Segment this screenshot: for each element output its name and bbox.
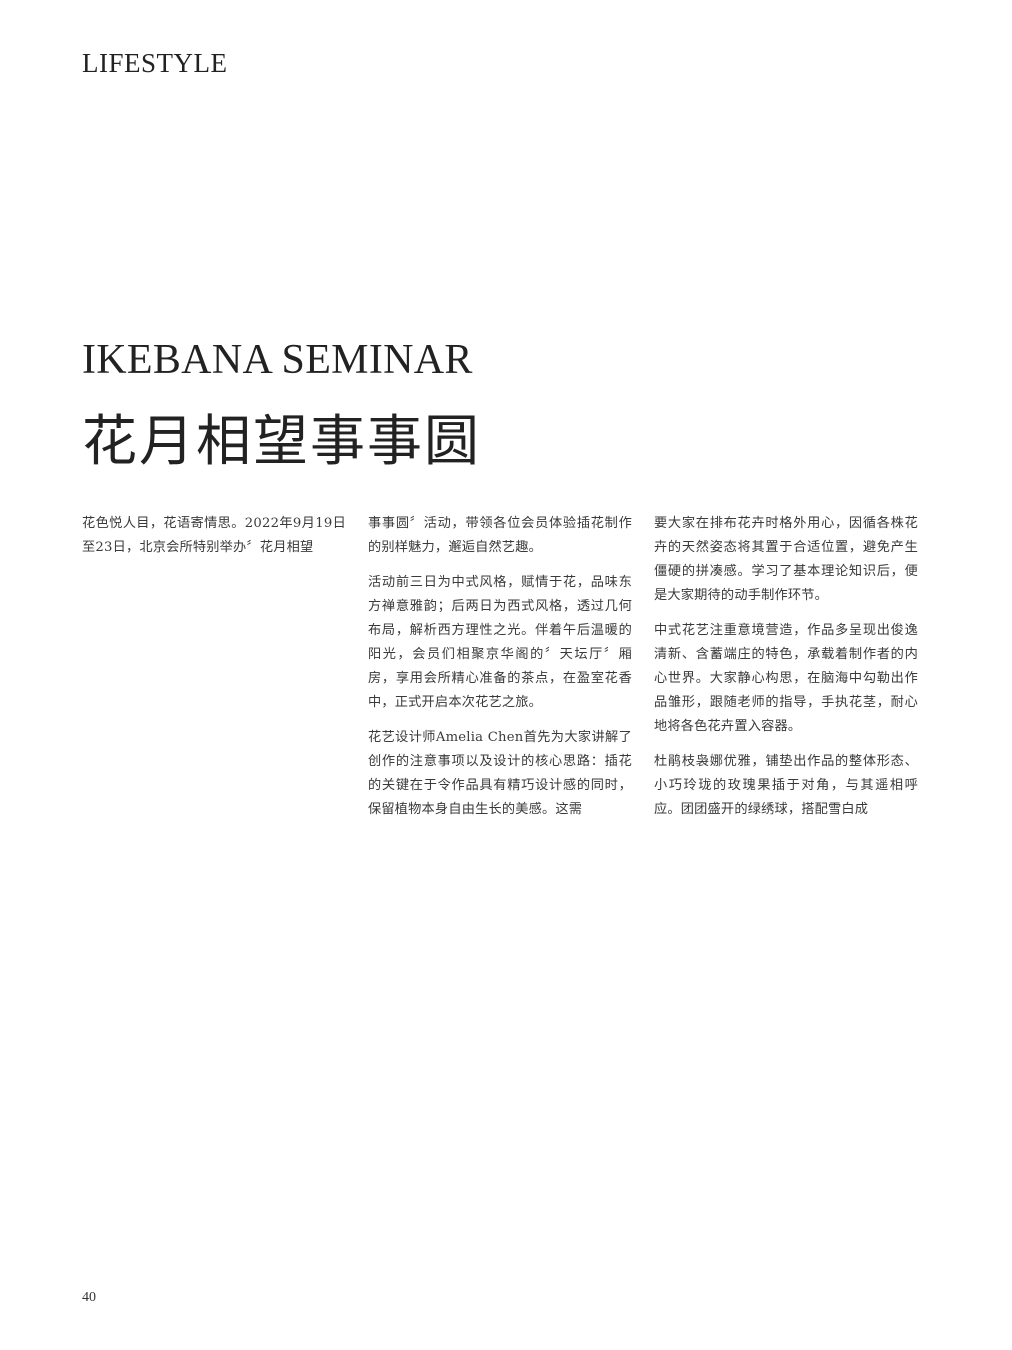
paragraph: 活动前三日为中式风格，赋情于花，品味东方禅意雅韵；后两日为西式风格，透过几何布局… bbox=[368, 575, 632, 710]
paragraph: 花艺设计师Amelia Chen首先为大家讲解了创作的注意事项以及设计的核心思路… bbox=[368, 730, 632, 817]
article-title-zh: 花月相望事事圆 bbox=[82, 409, 482, 473]
paragraph: 要大家在排布花卉时格外用心，因循各株花卉的天然姿态将其置于合适位置，避免产生僵硬… bbox=[654, 516, 918, 603]
paragraph: 中式花艺注重意境营造，作品多呈现出俊逸清新、含蓄端庄的特色，承载着制作者的内心世… bbox=[654, 623, 918, 734]
article-column-3: 要大家在排布花卉时格外用心，因循各株花卉的天然姿态将其置于合适位置，避免产生僵硬… bbox=[654, 512, 918, 833]
article-title-en: IKEBANA SEMINAR bbox=[82, 337, 473, 383]
paragraph: 事事圆〞活动，带领各位会员体验插花制作的别样魅力，邂逅自然艺趣。 bbox=[368, 516, 632, 555]
page-number: 40 bbox=[82, 1290, 96, 1305]
section-label: LIFESTYLE bbox=[82, 48, 228, 78]
article-column-2: 事事圆〞活动，带领各位会员体验插花制作的别样魅力，邂逅自然艺趣。 活动前三日为中… bbox=[368, 512, 632, 833]
paragraph: 花色悦人目，花语寄情思。2022年9月19日至23日，北京会所特别举办〞花月相望 bbox=[82, 516, 346, 555]
article-column-1: 花色悦人目，花语寄情思。2022年9月19日至23日，北京会所特别举办〞花月相望 bbox=[82, 512, 346, 571]
paragraph: 杜鹃枝袅娜优雅，铺垫出作品的整体形态、小巧玲珑的玫瑰果插于对角，与其遥相呼应。团… bbox=[654, 754, 918, 817]
